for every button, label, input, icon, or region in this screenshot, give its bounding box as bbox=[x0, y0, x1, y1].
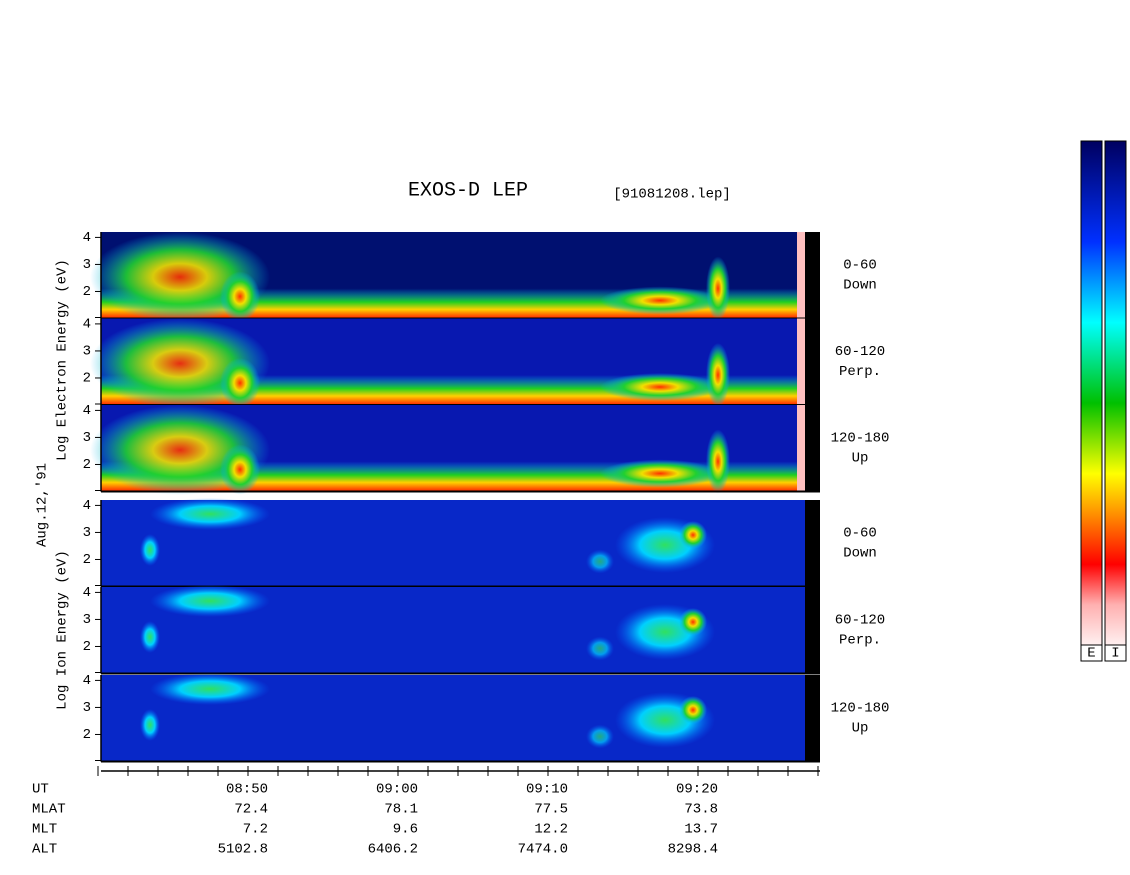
colorbar-label-box bbox=[1080, 644, 1103, 662]
data-gap bbox=[805, 500, 820, 587]
spectrogram-blob bbox=[140, 621, 160, 653]
y-tick-label: 3 bbox=[83, 344, 91, 360]
y-tick-label: 3 bbox=[83, 525, 91, 541]
orbit-value: 72.4 bbox=[234, 802, 268, 818]
colorbar-label: I bbox=[1111, 646, 1119, 662]
orbit-name: MLAT bbox=[32, 802, 66, 818]
y-tick-label: 3 bbox=[83, 257, 91, 273]
y-tick-label: 4 bbox=[83, 403, 91, 419]
y-tick-label: 2 bbox=[83, 371, 91, 387]
orbit-value: 7.2 bbox=[243, 822, 268, 838]
y-axis-label: Log Electron Energy (eV) bbox=[55, 259, 71, 461]
data-gap bbox=[805, 318, 820, 405]
orbit-value: 12.2 bbox=[534, 822, 568, 838]
pink-strip bbox=[797, 318, 805, 405]
orbit-value: 09:10 bbox=[526, 782, 568, 798]
panel-direction: Down bbox=[843, 546, 877, 562]
spectrogram-blob bbox=[600, 459, 720, 488]
spectrogram-blob bbox=[706, 343, 730, 407]
panel-direction: Down bbox=[843, 278, 877, 294]
orbit-value: 09:20 bbox=[676, 782, 718, 798]
orbit-value: 77.5 bbox=[534, 802, 568, 818]
panel-range: 60-120 bbox=[835, 613, 885, 629]
spectrogram-blob bbox=[150, 585, 270, 617]
spectrogram-blob bbox=[706, 256, 730, 321]
orbit-value: 6406.2 bbox=[368, 842, 418, 858]
date: Aug.12,'91 bbox=[35, 463, 51, 547]
orbit-value: 09:00 bbox=[376, 782, 418, 798]
y-axis-label: Log Ion Energy (eV) bbox=[55, 550, 71, 710]
spectrogram-blob bbox=[679, 608, 707, 636]
data-gap bbox=[805, 587, 820, 674]
y-tick-label: 2 bbox=[83, 284, 91, 300]
spectrogram-blob bbox=[706, 429, 730, 494]
y-tick-label: 2 bbox=[83, 552, 91, 568]
panel-direction: Up bbox=[852, 721, 869, 737]
orbit-value: 9.6 bbox=[393, 822, 418, 838]
spectrogram-blob bbox=[600, 286, 720, 315]
colorbar-label: E bbox=[1087, 646, 1095, 662]
spectrogram-blob bbox=[586, 549, 614, 574]
spectrogram-blob bbox=[600, 373, 720, 401]
pink-strip bbox=[797, 405, 805, 492]
orbit-name: UT bbox=[32, 782, 49, 798]
y-tick-label: 2 bbox=[83, 727, 91, 743]
spectrogram-blob bbox=[586, 636, 614, 661]
spectrogram-blob bbox=[220, 358, 260, 408]
data-gap bbox=[805, 232, 820, 319]
y-tick-label: 4 bbox=[83, 673, 91, 689]
y-tick-label: 3 bbox=[83, 700, 91, 716]
spectrogram-blob bbox=[150, 498, 270, 530]
panel-direction: Perp. bbox=[839, 364, 881, 380]
orbit-value: 73.8 bbox=[684, 802, 718, 818]
spectrogram-blob bbox=[679, 521, 707, 549]
spectrogram-blob bbox=[679, 696, 707, 724]
panel-range: 120-180 bbox=[831, 701, 890, 717]
spectrogram-blob bbox=[220, 271, 260, 322]
data-gap bbox=[805, 675, 820, 762]
colorbar bbox=[1104, 140, 1127, 646]
spectrogram-blob bbox=[150, 673, 270, 705]
panel-range: 120-180 bbox=[831, 431, 890, 447]
spectrogram-blob bbox=[220, 444, 260, 495]
y-tick-label: 4 bbox=[83, 230, 91, 246]
orbit-value: 08:50 bbox=[226, 782, 268, 798]
y-tick-label: 3 bbox=[83, 612, 91, 628]
panel-direction: Up bbox=[852, 451, 869, 467]
pink-strip bbox=[797, 232, 805, 319]
title: EXOS-D LEP bbox=[408, 179, 528, 202]
spectrogram-blob bbox=[140, 709, 160, 741]
panel-range: 0-60 bbox=[843, 526, 877, 542]
file-name: [91081208.lep] bbox=[613, 187, 731, 203]
orbit-name: MLT bbox=[32, 822, 57, 838]
data-gap bbox=[805, 405, 820, 492]
y-tick-label: 4 bbox=[83, 585, 91, 601]
y-tick-label: 4 bbox=[83, 317, 91, 333]
y-tick-label: 2 bbox=[83, 639, 91, 655]
orbit-value: 13.7 bbox=[684, 822, 718, 838]
y-tick-label: 2 bbox=[83, 457, 91, 473]
orbit-name: ALT bbox=[32, 842, 57, 858]
orbit-value: 5102.8 bbox=[218, 842, 268, 858]
orbit-value: 7474.0 bbox=[518, 842, 568, 858]
y-tick-label: 3 bbox=[83, 430, 91, 446]
spectrogram-blob bbox=[140, 534, 160, 566]
panel-range: 0-60 bbox=[843, 258, 877, 274]
spectrogram-blob bbox=[586, 724, 614, 749]
orbit-value: 78.1 bbox=[384, 802, 418, 818]
orbit-value: 8298.4 bbox=[668, 842, 718, 858]
y-tick-label: 4 bbox=[83, 498, 91, 514]
colorbar-label-box bbox=[1104, 644, 1127, 662]
panel-range: 60-120 bbox=[835, 344, 885, 360]
colorbar bbox=[1080, 140, 1103, 646]
panel-direction: Perp. bbox=[839, 633, 881, 649]
